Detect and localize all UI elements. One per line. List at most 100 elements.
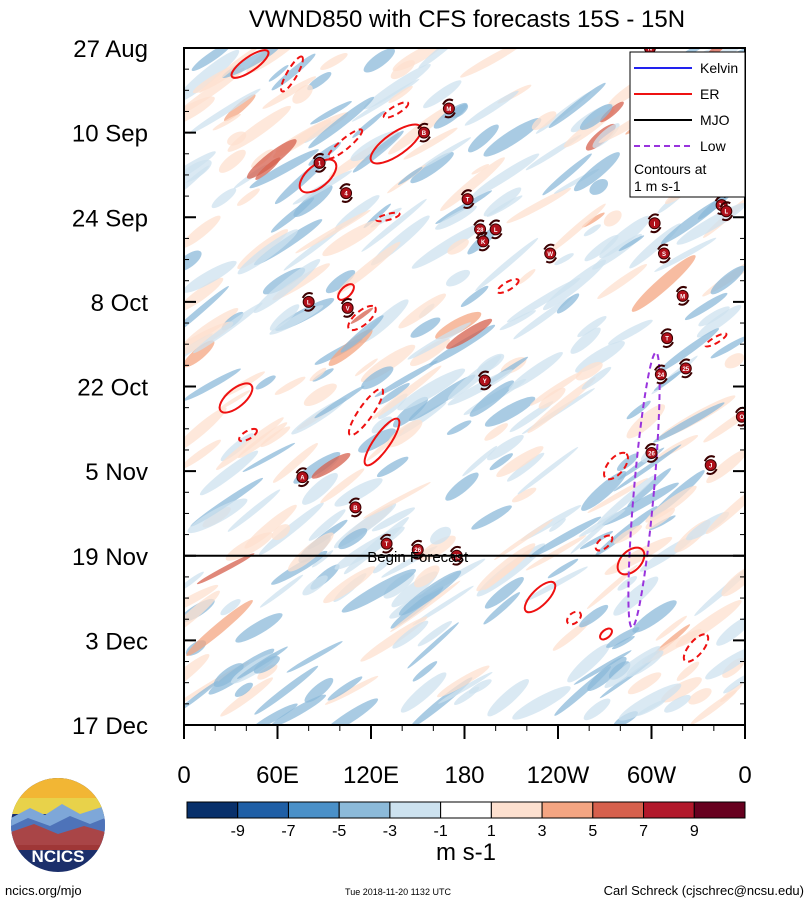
- er-contour: [382, 101, 410, 119]
- tc-label: M: [680, 294, 685, 300]
- shading-streak: [184, 260, 237, 293]
- tc-label: Y: [483, 379, 487, 385]
- tc-swirl: [304, 305, 316, 312]
- tc-marker: M: [675, 285, 690, 306]
- shading-streak: [372, 556, 393, 574]
- tc-label: T: [466, 198, 470, 204]
- shading-streak: [242, 442, 296, 473]
- wind-anomaly-shading: [184, 48, 745, 725]
- shading-streak: [220, 677, 274, 717]
- tc-dot: [704, 459, 717, 472]
- shading-streak: [506, 187, 572, 224]
- colorbar-swatch: [237, 801, 289, 819]
- shading-streak: [549, 518, 566, 532]
- shading-streak: [435, 311, 482, 340]
- shading-streak: [696, 305, 742, 338]
- shading-streak: [471, 163, 490, 175]
- shading-streak: [626, 404, 666, 439]
- shading-streak: [334, 526, 405, 570]
- shading-streak: [221, 48, 280, 79]
- shading-streak: [216, 417, 284, 471]
- shading-streak: [586, 564, 638, 609]
- shading-streak: [531, 111, 557, 131]
- tc-swirl: [473, 219, 485, 226]
- er-contour: [326, 128, 364, 160]
- tc-swirl: [343, 311, 355, 318]
- shading-streak: [617, 576, 638, 591]
- tc-swirl: [644, 443, 656, 450]
- shading-streak: [237, 188, 260, 206]
- shading-streak: [581, 470, 627, 511]
- shading-streak: [308, 509, 346, 541]
- shading-streak: [218, 149, 246, 173]
- tc-swirl: [757, 312, 767, 317]
- tc-label: O: [740, 415, 745, 421]
- tc-swirl: [341, 196, 353, 203]
- colorbar-swatch: [490, 801, 543, 819]
- shading-streak: [310, 100, 352, 125]
- shading-streak: [412, 661, 438, 682]
- shading-streak: [484, 423, 508, 441]
- shading-streak: [582, 212, 605, 228]
- shading-streak: [184, 49, 240, 103]
- tc-label: 28: [477, 228, 484, 234]
- shading-streak: [654, 369, 683, 391]
- shading-streak: [529, 371, 583, 406]
- shading-streak: [363, 48, 395, 73]
- shading-streak: [471, 505, 512, 530]
- shading-streak: [710, 265, 745, 295]
- shading-streak: [606, 627, 640, 648]
- x-tick-label: 0: [177, 762, 190, 789]
- shading-streak: [361, 366, 394, 390]
- tc-swirl: [382, 547, 394, 554]
- shading-streak: [387, 419, 423, 448]
- shading-streak: [517, 446, 579, 495]
- tc-swirl: [737, 422, 745, 427]
- tc-dot: [544, 247, 557, 260]
- er-contour: [523, 580, 557, 614]
- shading-streak: [570, 327, 601, 354]
- tc-dot: [755, 302, 766, 313]
- er-contour: [337, 283, 355, 301]
- tc-marker: I: [647, 213, 662, 234]
- y-tick-label: 27 Aug: [73, 36, 148, 63]
- shading-streak: [483, 187, 522, 217]
- tc-label: 4: [344, 192, 348, 198]
- legend: Kelvin ER MJO Low Contours at1 m s-1: [629, 51, 746, 198]
- shading-streak: [340, 315, 384, 353]
- shading-streak: [618, 235, 645, 252]
- tc-marker: L: [719, 201, 734, 222]
- tc-marker: 26: [644, 443, 659, 463]
- shading-streak: [220, 599, 241, 616]
- tc-label: 11: [718, 204, 725, 210]
- tc-label: 24: [658, 373, 665, 379]
- colorbar-label: 1: [487, 823, 496, 840]
- tc-marker: J: [703, 455, 718, 475]
- shading-streak: [374, 360, 438, 398]
- colorbar-label: 7: [639, 823, 648, 840]
- x-tick-label: 180: [444, 762, 484, 789]
- tc-label: 26: [414, 548, 421, 554]
- legend-label: Kelvin: [700, 60, 738, 76]
- shading-streak: [320, 698, 379, 725]
- shading-streak: [613, 576, 659, 616]
- shading-streak: [487, 679, 529, 717]
- shading-streak: [538, 387, 566, 409]
- tc-dot: [442, 102, 455, 115]
- shading-streak: [212, 113, 241, 131]
- shading-streak: [475, 237, 539, 292]
- shading-streak: [460, 285, 489, 308]
- shading-streak: [626, 400, 651, 420]
- y-tick-label: 24 Sep: [72, 205, 148, 232]
- colorbar-swatch: [592, 801, 645, 819]
- tc-dot: [661, 332, 674, 345]
- tc-marker: 25: [449, 545, 464, 566]
- shading-streak: [371, 416, 393, 434]
- shading-streak: [698, 306, 730, 327]
- colorbar-label: 3: [538, 823, 547, 840]
- tc-label: L: [724, 210, 728, 216]
- shading-streak: [358, 428, 396, 453]
- legend-note: Contours at: [634, 161, 706, 177]
- tc-label: 25: [453, 554, 460, 560]
- colorbar-label: 5: [588, 823, 597, 840]
